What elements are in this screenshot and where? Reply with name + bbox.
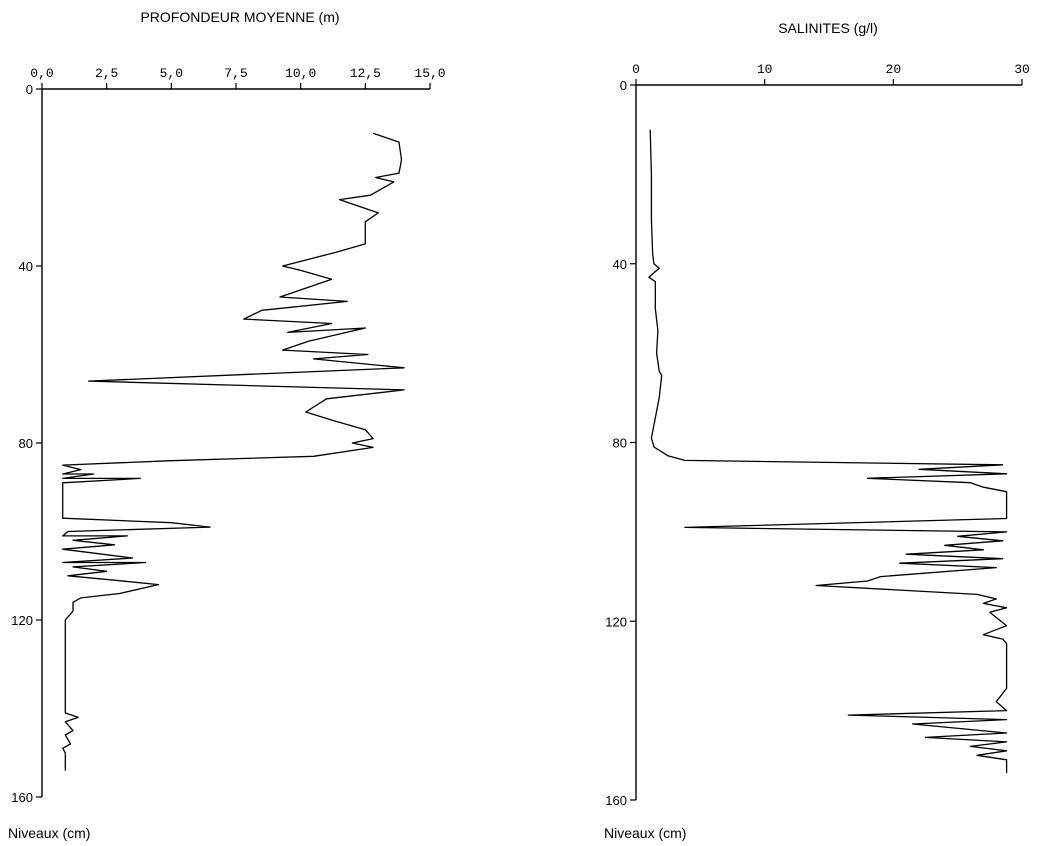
- y-tick-label: 120: [605, 614, 627, 629]
- y-tick-label: 40: [613, 257, 627, 272]
- x-tick-label: 10,0: [285, 66, 316, 81]
- x-tick-label: 7,5: [224, 66, 247, 81]
- series-line: [648, 129, 1008, 774]
- series-line: [62, 132, 405, 771]
- y-tick-label: 0: [26, 82, 33, 97]
- y-axis-title: Niveaux (cm): [604, 825, 686, 841]
- x-tick-label: 2,5: [95, 66, 118, 81]
- y-axis-title: Niveaux (cm): [8, 825, 90, 841]
- x-tick-label: 20: [886, 62, 902, 77]
- salinity-profile-panel: SALINITES (g/l) 0 10 20 30 0 40 80 120 160 Niveaux…: [604, 20, 1030, 841]
- y-tick-label: 40: [19, 259, 33, 274]
- x-axis-title: PROFONDEUR MOYENNE (m): [140, 9, 339, 25]
- y-tick-label: 80: [613, 436, 627, 451]
- x-tick-label: 15,0: [414, 66, 445, 81]
- y-tick-label: 0: [620, 78, 627, 93]
- y-tick-label: 80: [19, 436, 33, 451]
- x-tick-label: 30: [1014, 62, 1030, 77]
- y-tick-label: 120: [11, 613, 33, 628]
- y-tick-label: 160: [11, 790, 33, 805]
- x-tick-label: 12,5: [350, 66, 381, 81]
- x-tick-label: 0: [632, 62, 640, 77]
- x-tick-label: 10: [757, 62, 773, 77]
- x-tick-label: 5,0: [160, 66, 183, 81]
- x-tick-label: 0,0: [30, 66, 53, 81]
- y-tick-label: 160: [605, 793, 627, 808]
- depth-profile-panel: PROFONDEUR MOYENNE (m) 0,0 2,5 5,0 7,5 10,0 12…: [8, 9, 446, 841]
- x-axis-title: SALINITES (g/l): [778, 20, 878, 36]
